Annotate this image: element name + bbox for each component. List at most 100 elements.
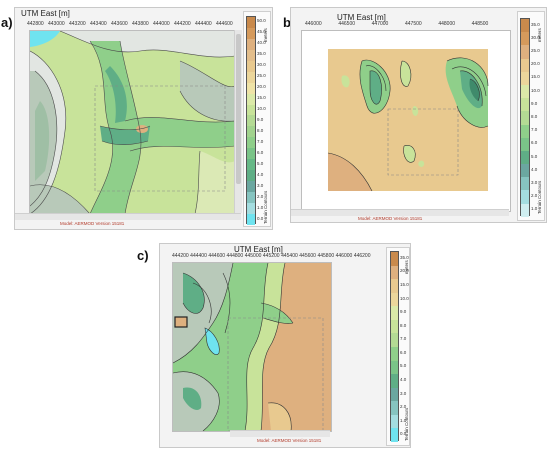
panel-a-legend-value: 6.0 (257, 149, 264, 155)
panel-a-legend-swatch (247, 181, 255, 192)
panel-c-legend-swatch (391, 401, 398, 415)
panel-b-tick-label: 448500 (471, 21, 489, 27)
panel-c-legend-value: 5.0 (400, 363, 407, 369)
panel-a-legend-swatch (247, 38, 255, 50)
panel-a-legend-value: 25.0 (257, 73, 266, 79)
panel-c-legend-swatch (391, 346, 398, 361)
panel-a-legend-swatch (247, 159, 255, 171)
panel-a-legend-swatch (247, 27, 255, 39)
panel-a-legend-value: 20.0 (257, 84, 266, 90)
panel-a-legend-value: 9.0 (257, 117, 264, 122)
panel-a-legend-swatch (247, 49, 255, 61)
panel-b-legend: meters Terrain Contours 35.0 30.0 25.0 20.0… (517, 11, 545, 221)
panel-a-tick-label: 442800 (27, 21, 44, 27)
panel-c-legend-value: 2.0 (400, 404, 407, 410)
panel-b-tick-label: 447000 (371, 21, 389, 27)
panel-b-legend-value: 8.0 (531, 114, 538, 119)
panel-a-legend-value: 8.0 (257, 127, 264, 133)
panel-c-tick-label: 444600 (208, 253, 226, 259)
panel-b-legend-swatch (521, 19, 529, 33)
panel-b-legend-value: 5.0 (531, 153, 538, 159)
panel-a-legend-value: 50.0 (257, 18, 266, 24)
panel-a-legend-swatch (247, 202, 255, 214)
panel-c-label: c) (137, 248, 149, 263)
panel-a-tick-label: 443200 (69, 21, 86, 27)
panel-b-legend-value: 3.0 (531, 180, 538, 185)
panel-a-legend-value: 35.0 (257, 51, 266, 57)
panel-c-tick-label: 445600 (299, 253, 316, 259)
panel-c-contour-map (173, 263, 331, 431)
panel-c-tick-label: 445800 (317, 253, 335, 259)
panel-a-horizontal-scrollbar[interactable] (15, 213, 241, 220)
panel-a-legend-swatch (247, 137, 255, 149)
panel-c-legend-value: 8.0 (400, 322, 407, 328)
panel-a-legend-swatch (247, 93, 255, 105)
panel-a-legend-swatch (247, 71, 255, 83)
panel-c-legend: meters Terrain Contours 35.0 20.0 15.0 10.0… (386, 247, 410, 446)
panel-a-legend-value: 0.0 (257, 215, 264, 221)
panel-c-tick-labels: 444200 444400 444600 444800 445000 445200 4454… (172, 253, 372, 263)
panel-b-plot[interactable] (301, 30, 511, 212)
panel-a-legend-swatch (247, 170, 255, 182)
panel-c-legend-swatch (391, 360, 398, 375)
panel-b-legend-colorbar (520, 18, 530, 217)
panel-b-legend-swatch (521, 58, 529, 72)
panel-c-legend-value: 20.0 (400, 268, 409, 274)
panel-a-legend-value: 40.0 (257, 40, 266, 46)
panel-c-horizontal-scrollbar[interactable] (230, 430, 330, 437)
panel-c-legend-swatch (391, 428, 398, 442)
panel-c-legend-colorbar (390, 251, 399, 442)
panel-b-legend-value: 15.0 (531, 74, 540, 80)
panel-b-legend-value: 25.0 (531, 48, 540, 53)
panel-a-vertical-scrollbar[interactable] (234, 30, 242, 213)
panel-a-window: UTM East [m] 442800 443000 443200 443400 443… (14, 7, 273, 230)
panel-b-legend-value: 7.0 (531, 127, 538, 133)
panel-c-window: UTM East [m] 444200 444400 444600 444800 445… (159, 243, 411, 448)
panel-a-tick-label: 444400 (195, 21, 212, 27)
panel-c-tick-label: 444800 (226, 253, 244, 259)
panel-a-legend-value: 45.0 (257, 29, 266, 35)
panel-b-legend-swatch (521, 137, 529, 151)
panel-a-legend-swatch (247, 82, 255, 94)
panel-a-legend-swatch (247, 104, 255, 116)
panel-b-legend-value: 20.0 (531, 61, 540, 67)
panel-c-legend-value: 6.0 (400, 349, 407, 355)
panel-b-legend-swatch (521, 203, 529, 217)
panel-b-legend-value: 30.0 (531, 34, 540, 40)
panel-b-horizontal-scrollbar[interactable] (291, 209, 509, 216)
panel-b-legend-value: 4.0 (531, 166, 538, 172)
panel-a-tick-label: 443400 (90, 21, 107, 27)
panel-b-legend-caption: Terrain Contours (537, 180, 542, 214)
panel-a-legend-value: 15.0 (257, 95, 266, 101)
panel-a-plot[interactable] (29, 30, 236, 215)
panel-b-legend-value: 2.0 (531, 193, 538, 199)
panel-b-footer: Model: AERMOD Version 15181 (358, 216, 423, 221)
panel-a-tick-labels: 442800 443000 443200 443400 443600 443800 4440… (27, 21, 237, 31)
panel-c-legend-swatch (391, 265, 398, 280)
panel-a-legend-swatch (247, 17, 255, 28)
panel-a-legend-value: 5.0 (257, 160, 264, 166)
panel-a-legend-swatch (247, 192, 255, 203)
panel-a-tick-label: 444200 (174, 21, 191, 27)
panel-a-contour-map (30, 31, 235, 214)
panel-c-legend-value: 10.0 (400, 295, 409, 301)
panel-a-legend-value: 10.0 (257, 106, 266, 112)
panel-b-legend-swatch (521, 45, 529, 59)
panel-c-legend-swatch (391, 252, 398, 266)
panel-b-legend-swatch (521, 32, 529, 46)
panel-b-legend-swatch (521, 84, 529, 99)
panel-b-tick-label: 448000 (438, 21, 456, 27)
panel-b-legend-swatch (521, 177, 529, 191)
panel-b-axis-title: UTM East [m] (337, 13, 386, 22)
panel-c-legend-value: 9.0 (400, 309, 407, 315)
panel-b-tick-label: 447500 (405, 21, 422, 27)
panel-a-legend-value: 4.0 (257, 171, 264, 177)
panel-a-legend-swatch (247, 148, 255, 160)
panel-c-tick-label: 446000 (335, 253, 353, 259)
panel-b-tick-label: 446500 (338, 21, 356, 27)
panel-a-vertical-scroll-thumb[interactable] (236, 34, 241, 184)
panel-c-plot[interactable] (172, 262, 332, 432)
panel-b-legend-swatch (521, 111, 529, 125)
panel-c-legend-value: 7.0 (400, 336, 407, 342)
panel-a-legend: meters Terrain Contours 50.0 45.0 40.0 35.0… (243, 11, 271, 227)
